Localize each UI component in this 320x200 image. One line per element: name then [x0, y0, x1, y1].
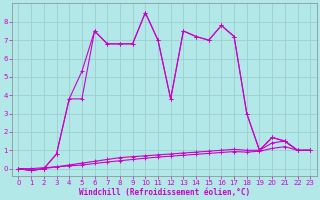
- X-axis label: Windchill (Refroidissement éolien,°C): Windchill (Refroidissement éolien,°C): [79, 188, 250, 197]
